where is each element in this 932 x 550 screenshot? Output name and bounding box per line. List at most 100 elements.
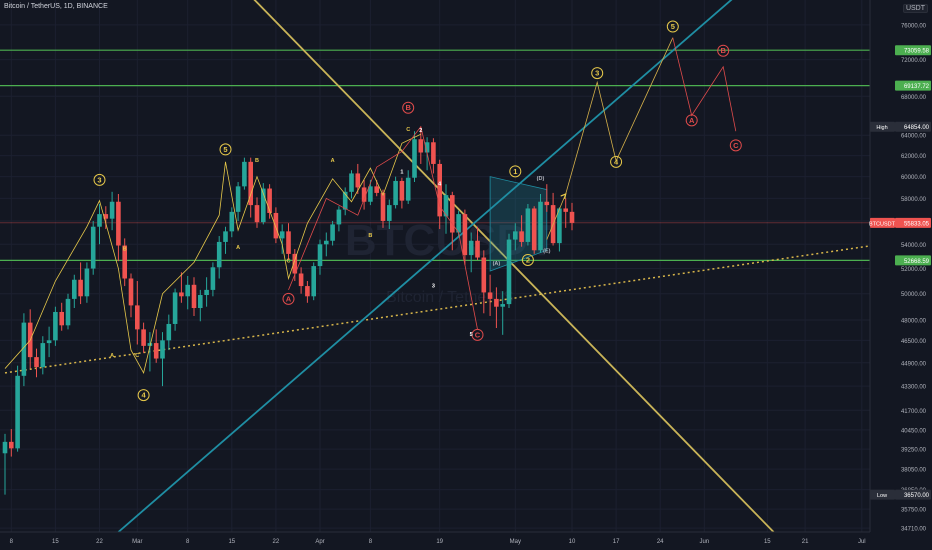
- candle-body[interactable]: [361, 187, 367, 202]
- ascending-trendline[interactable]: [117, 0, 735, 533]
- candle-body[interactable]: [355, 173, 361, 188]
- candle-body[interactable]: [399, 180, 405, 201]
- candle-body[interactable]: [103, 214, 109, 219]
- candle-body[interactable]: [368, 186, 373, 202]
- candle-body[interactable]: [254, 205, 260, 223]
- x-tick-label: 17: [613, 539, 620, 545]
- candle-body[interactable]: [462, 214, 468, 256]
- candle-body[interactable]: [468, 240, 474, 256]
- candle-body[interactable]: [317, 244, 323, 267]
- candle-body[interactable]: [223, 231, 228, 242]
- candle-body[interactable]: [65, 298, 71, 326]
- candle-body[interactable]: [450, 195, 455, 233]
- wave-label-red: A: [286, 294, 292, 303]
- candle-body[interactable]: [349, 173, 354, 192]
- candle-body[interactable]: [380, 192, 386, 221]
- candle-body[interactable]: [84, 268, 90, 297]
- candle-body[interactable]: [135, 305, 140, 330]
- candle-body[interactable]: [481, 257, 487, 293]
- candle-body[interactable]: [34, 357, 39, 368]
- wave-label-yellow: 5: [223, 145, 227, 154]
- candle-body[interactable]: [15, 375, 20, 449]
- candle-body[interactable]: [40, 343, 46, 368]
- candle-body[interactable]: [531, 208, 537, 251]
- candle-body[interactable]: [97, 214, 102, 227]
- candle-body[interactable]: [305, 286, 310, 297]
- candle-body[interactable]: [437, 163, 442, 217]
- candle-body[interactable]: [311, 266, 316, 297]
- candle-body[interactable]: [569, 211, 575, 223]
- candle-body[interactable]: [431, 142, 436, 164]
- candle-body[interactable]: [412, 139, 417, 178]
- candle-body[interactable]: [141, 329, 146, 346]
- descending-trendline[interactable]: [251, 0, 775, 533]
- candle-body[interactable]: [179, 292, 184, 297]
- candle-body[interactable]: [330, 224, 335, 241]
- candle-body[interactable]: [242, 161, 247, 187]
- candle-body[interactable]: [456, 214, 461, 233]
- candle-body[interactable]: [235, 186, 241, 212]
- candle-body[interactable]: [292, 253, 298, 274]
- candle-body[interactable]: [267, 188, 272, 213]
- candle-body[interactable]: [475, 240, 480, 258]
- candle-body[interactable]: [204, 289, 209, 296]
- candle-body[interactable]: [72, 279, 77, 299]
- candle-body[interactable]: [216, 241, 222, 268]
- candle-body[interactable]: [90, 226, 96, 269]
- candle-body[interactable]: [405, 177, 411, 201]
- candle-body[interactable]: [191, 284, 197, 309]
- candle-body[interactable]: [286, 231, 291, 254]
- candle-body[interactable]: [324, 240, 329, 245]
- candle-body[interactable]: [387, 205, 392, 221]
- candle-body[interactable]: [78, 279, 83, 297]
- currency-button[interactable]: USDT: [902, 4, 928, 13]
- candle-body[interactable]: [261, 188, 266, 223]
- candle-body[interactable]: [393, 180, 398, 206]
- y-tick-label: 48000.00: [901, 318, 927, 324]
- candle-body[interactable]: [374, 186, 379, 193]
- candle-body[interactable]: [153, 343, 159, 359]
- candle-body[interactable]: [59, 311, 64, 326]
- candle-body[interactable]: [210, 267, 216, 290]
- candle-body[interactable]: [544, 201, 550, 206]
- candle-body[interactable]: [336, 209, 342, 225]
- candle-body[interactable]: [9, 441, 14, 449]
- candle-body[interactable]: [443, 195, 449, 217]
- candle-body[interactable]: [185, 284, 190, 297]
- candle-body[interactable]: [342, 191, 348, 210]
- candle-body[interactable]: [116, 201, 121, 246]
- candle-body[interactable]: [229, 211, 235, 232]
- candle-body[interactable]: [21, 322, 27, 376]
- candle-body[interactable]: [198, 295, 203, 309]
- candle-body[interactable]: [557, 208, 562, 244]
- candle-body[interactable]: [500, 304, 505, 307]
- candle-body[interactable]: [273, 212, 279, 239]
- candle-body[interactable]: [519, 231, 524, 242]
- candle-body[interactable]: [513, 231, 518, 240]
- candle-body[interactable]: [525, 208, 531, 242]
- candle-body[interactable]: [506, 239, 512, 305]
- candle-body[interactable]: [424, 142, 430, 153]
- candle-body[interactable]: [2, 441, 8, 454]
- candle-body[interactable]: [538, 201, 543, 251]
- candle-body[interactable]: [279, 231, 285, 239]
- minor-wave-label: B: [255, 158, 259, 164]
- candle-body[interactable]: [53, 311, 58, 341]
- candle-body[interactable]: [494, 298, 499, 307]
- candle-body[interactable]: [160, 340, 165, 359]
- candle-body[interactable]: [109, 201, 115, 219]
- candle-body[interactable]: [166, 323, 172, 341]
- candle-body[interactable]: [418, 139, 424, 153]
- candle-body[interactable]: [122, 245, 127, 279]
- candle-body[interactable]: [172, 292, 178, 324]
- candle-body[interactable]: [487, 292, 493, 299]
- x-tick-label: 15: [764, 539, 771, 545]
- candle-body[interactable]: [147, 343, 153, 346]
- candle-body[interactable]: [46, 340, 52, 344]
- candle-body[interactable]: [563, 208, 568, 212]
- candle-body[interactable]: [298, 273, 304, 287]
- candle-body[interactable]: [128, 278, 134, 306]
- candle-body[interactable]: [248, 161, 253, 206]
